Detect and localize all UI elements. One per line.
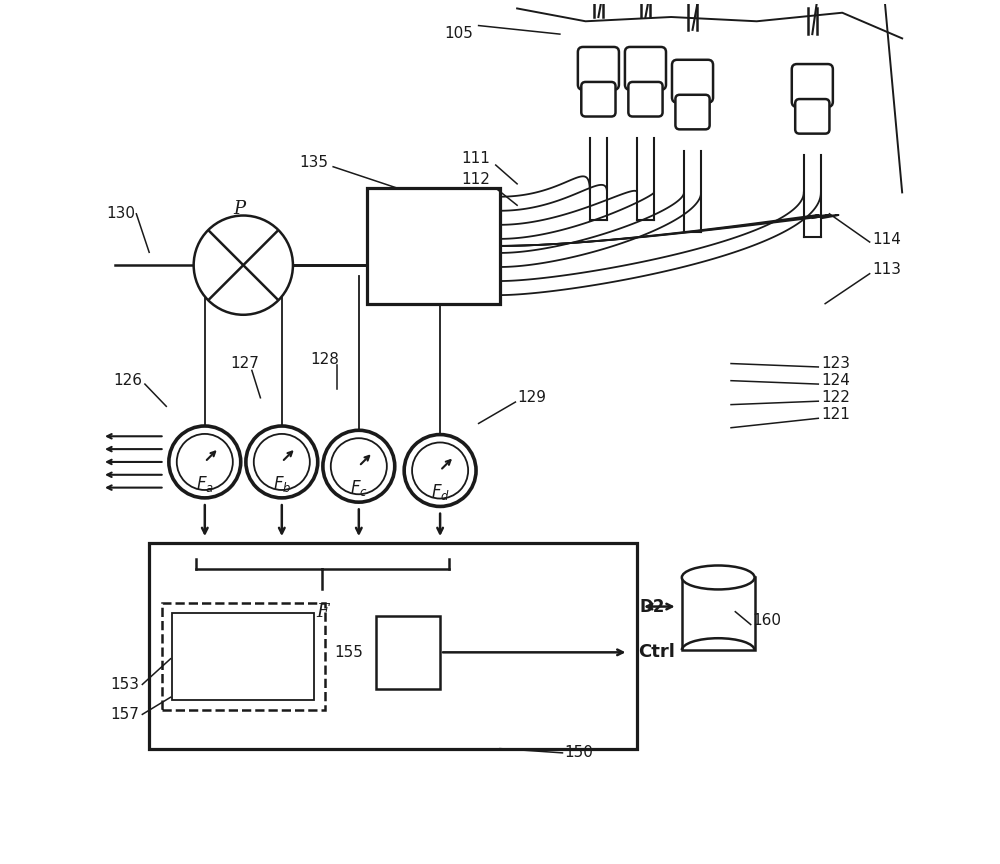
Text: $F_a$: $F_a$ [196,473,214,493]
FancyBboxPatch shape [578,47,619,90]
Circle shape [323,430,395,502]
Text: 150: 150 [564,746,593,760]
Text: 129: 129 [517,391,546,405]
Text: 126: 126 [113,373,142,388]
Ellipse shape [682,565,755,589]
Text: 160: 160 [752,613,781,628]
Text: 123: 123 [821,356,850,371]
Bar [149,543,637,748]
Circle shape [246,426,318,498]
Text: $F_b$: $F_b$ [273,473,291,493]
Text: 124: 124 [821,373,850,388]
Text: Ctrl: Ctrl [639,644,675,661]
Bar [172,613,314,700]
FancyBboxPatch shape [795,99,829,134]
FancyBboxPatch shape [672,60,713,103]
Text: 135: 135 [299,155,328,170]
Text: 122: 122 [821,391,850,405]
Bar [682,577,755,651]
Text: 114: 114 [872,232,901,247]
Text: $F_d$: $F_d$ [431,482,450,502]
Text: 113: 113 [872,262,901,277]
Circle shape [194,215,293,314]
Text: 121: 121 [821,408,850,422]
Text: 111: 111 [461,150,490,166]
FancyBboxPatch shape [792,64,833,107]
FancyBboxPatch shape [581,82,616,117]
Bar [367,188,500,303]
Text: F: F [316,603,329,621]
Text: 130: 130 [106,206,135,221]
Bar [162,603,325,710]
Circle shape [169,426,241,498]
Circle shape [404,435,476,506]
Text: D2: D2 [639,598,665,615]
Text: 105: 105 [444,26,473,41]
Text: 157: 157 [111,707,140,721]
Text: 127: 127 [230,356,259,371]
Text: $F_c$: $F_c$ [350,478,368,498]
Text: 128: 128 [310,352,339,367]
Bar [376,616,440,689]
Text: P: P [233,200,245,218]
FancyBboxPatch shape [675,95,710,130]
FancyBboxPatch shape [628,82,663,117]
Text: 153: 153 [111,677,140,692]
FancyBboxPatch shape [625,47,666,90]
Text: 112: 112 [461,172,490,187]
Text: 155: 155 [334,645,363,660]
